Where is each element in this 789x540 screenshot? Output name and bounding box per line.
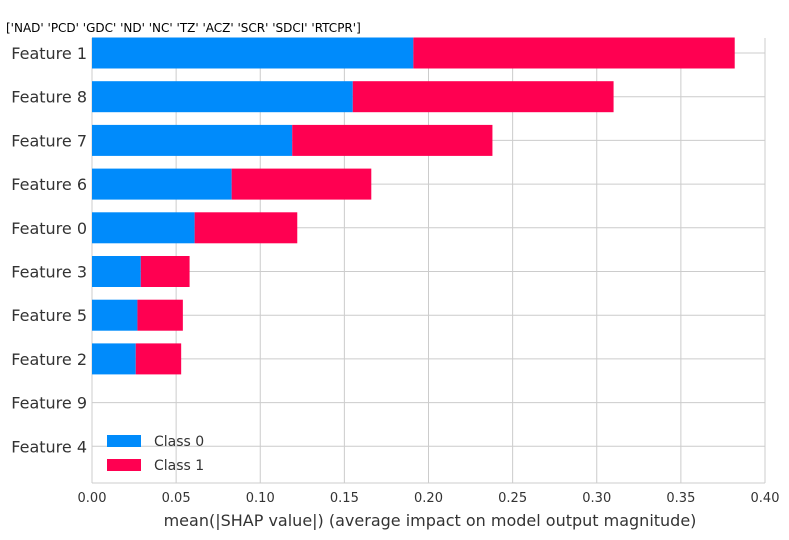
feature-label: Feature 0	[11, 219, 87, 238]
bar-class-0	[92, 81, 353, 113]
feature-label: Feature 8	[11, 88, 87, 107]
feature-label: Feature 7	[11, 131, 87, 150]
bar-class-0	[92, 124, 293, 156]
bar-class-1	[137, 299, 183, 331]
x-tick-label: 0.10	[246, 491, 275, 506]
bar-class-0	[92, 256, 141, 287]
bars	[92, 37, 735, 375]
x-tick-label: 0.05	[162, 491, 191, 506]
x-tick-label: 0.00	[78, 491, 107, 506]
legend: Class 0 Class 1	[107, 434, 204, 474]
feature-label: Feature 3	[11, 263, 87, 282]
chart-title: ['NAD' 'PCD' 'GDC' 'ND' 'NC' 'TZ' 'ACZ' …	[6, 21, 361, 35]
legend-label: Class 1	[154, 458, 204, 474]
legend-swatch	[107, 435, 141, 447]
feature-label: Feature 6	[11, 175, 87, 194]
bar-class-1	[231, 168, 372, 200]
x-tick-label: 0.20	[414, 491, 443, 506]
bar-class-0	[92, 299, 138, 331]
feature-label: Feature 4	[11, 437, 87, 456]
x-tick-labels: 0.00 0.05 0.10 0.15 0.20 0.25 0.30 0.35 0.40	[78, 491, 780, 506]
feature-label: Feature 2	[11, 350, 87, 369]
bar-class-0	[92, 168, 232, 200]
legend-swatch	[107, 459, 141, 471]
bar-class-1	[352, 81, 614, 113]
feature-label: Feature 1	[11, 44, 87, 63]
feature-label: Feature 5	[11, 306, 87, 325]
bar-class-0	[92, 37, 414, 69]
bar-class-1	[194, 212, 298, 244]
x-tick-label: 0.35	[666, 491, 695, 506]
bar-class-1	[135, 343, 182, 375]
bar-class-1	[140, 256, 190, 287]
x-tick-label: 0.30	[582, 491, 611, 506]
feature-label: Feature 9	[11, 394, 87, 413]
x-tick-label: 0.15	[330, 491, 359, 506]
bar-class-0	[92, 343, 136, 375]
bar-class-0	[92, 212, 195, 244]
feature-labels: Feature 1 Feature 8 Feature 7 Feature 6 Feat…	[11, 44, 87, 456]
bar-class-1	[292, 124, 493, 156]
x-axis-label: mean(|SHAP value|) (average impact on mo…	[164, 511, 697, 530]
bar-class-1	[413, 37, 735, 69]
x-tick-label: 0.25	[498, 491, 527, 506]
x-tick-label: 0.40	[751, 491, 780, 506]
legend-label: Class 0	[154, 434, 204, 450]
